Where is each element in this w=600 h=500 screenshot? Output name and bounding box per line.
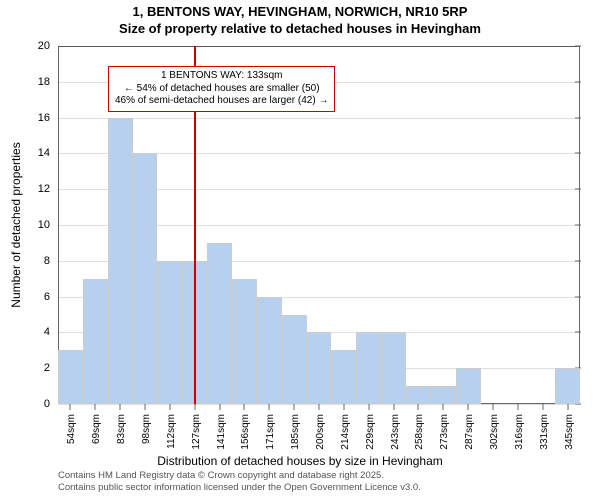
ytick-label: 2 [44,362,58,374]
xtick-label: 316sqm [514,414,525,450]
histogram-bar [381,332,406,404]
xtick-label: 83sqm [116,414,127,444]
footer-line1: Contains HM Land Registry data © Crown c… [58,470,421,482]
xtick-mark [145,404,146,410]
xtick-mark [169,404,170,410]
histogram-bar [356,332,381,404]
xtick-mark [542,404,543,410]
gridline [58,46,580,47]
plot-area: 0246810121416182054sqm69sqm83sqm98sqm112… [58,46,580,404]
xtick-mark [393,404,394,410]
histogram-bar [257,297,282,404]
xtick-mark [418,404,419,410]
xtick-mark [368,404,369,410]
footer-line2: Contains public sector information licen… [58,482,421,494]
ytick-label: 16 [38,112,58,124]
xtick-label: 243sqm [390,414,401,450]
histogram-bar [133,153,158,404]
xtick-label: 331sqm [539,414,550,450]
xtick-mark [567,404,568,410]
xtick-label: 54sqm [66,414,77,444]
ytick-mark [575,153,581,154]
xtick-label: 287sqm [464,414,475,450]
xtick-mark [120,404,121,410]
ytick-mark [575,81,581,82]
histogram-bar [83,279,108,404]
xtick-label: 214sqm [340,414,351,450]
ytick-label: 0 [44,398,58,410]
xtick-mark [95,404,96,410]
ytick-label: 20 [38,40,58,52]
xtick-label: 302sqm [489,414,500,450]
ytick-label: 8 [44,255,58,267]
ytick-label: 6 [44,291,58,303]
xtick-mark [443,404,444,410]
xtick-label: 141sqm [216,414,227,450]
xtick-mark [269,404,270,410]
ytick-label: 18 [38,76,58,88]
histogram-bar [307,332,332,404]
xtick-label: 229sqm [365,414,376,450]
ytick-label: 10 [38,219,58,231]
ytick-mark [575,225,581,226]
xtick-mark [319,404,320,410]
ytick-mark [575,189,581,190]
histogram-bar [58,350,83,404]
xtick-label: 185sqm [290,414,301,450]
xtick-mark [468,404,469,410]
xtick-label: 200sqm [315,414,326,450]
xtick-label: 273sqm [439,414,450,450]
title-block: 1, BENTONS WAY, HEVINGHAM, NORWICH, NR10… [0,4,600,36]
histogram-bar [232,279,257,404]
title-line1: 1, BENTONS WAY, HEVINGHAM, NORWICH, NR10… [0,4,600,19]
histogram-bar [456,368,481,404]
callout-box: 1 BENTONS WAY: 133sqm← 54% of detached h… [108,66,335,112]
histogram-bar [282,315,307,405]
ytick-mark [575,332,581,333]
footer-attribution: Contains HM Land Registry data © Crown c… [58,470,421,495]
callout-line: ← 54% of detached houses are smaller (50… [115,83,328,96]
ytick-label: 4 [44,326,58,338]
xtick-mark [493,404,494,410]
xtick-label: 98sqm [141,414,152,444]
histogram-bar [331,350,356,404]
xtick-mark [194,404,195,410]
xtick-label: 171sqm [265,414,276,450]
xtick-label: 156sqm [240,414,251,450]
xtick-label: 112sqm [166,414,177,449]
histogram-bar [555,368,580,404]
xtick-mark [244,404,245,410]
ytick-mark [575,260,581,261]
chart-container: 1, BENTONS WAY, HEVINGHAM, NORWICH, NR10… [0,0,600,500]
gridline [58,118,580,119]
histogram-bar [207,243,232,404]
ytick-mark [575,46,581,47]
ytick-mark [575,296,581,297]
histogram-bar [431,386,456,404]
xtick-mark [343,404,344,410]
title-line2: Size of property relative to detached ho… [0,21,600,36]
callout-line: 1 BENTONS WAY: 133sqm [115,70,328,83]
xtick-label: 127sqm [191,414,202,450]
callout-line: 46% of semi-detached houses are larger (… [115,95,328,108]
histogram-bar [406,386,431,404]
y-axis-label: Number of detached properties [9,142,23,307]
histogram-bar [108,118,133,404]
xtick-mark [517,404,518,410]
histogram-bar [157,261,182,404]
ytick-mark [575,117,581,118]
xtick-mark [70,404,71,410]
xtick-mark [219,404,220,410]
xtick-label: 69sqm [91,414,102,444]
ytick-label: 12 [38,183,58,195]
x-axis-label: Distribution of detached houses by size … [0,454,600,468]
ytick-label: 14 [38,147,58,159]
xtick-label: 258sqm [414,414,425,450]
xtick-mark [294,404,295,410]
xtick-label: 345sqm [564,414,575,450]
